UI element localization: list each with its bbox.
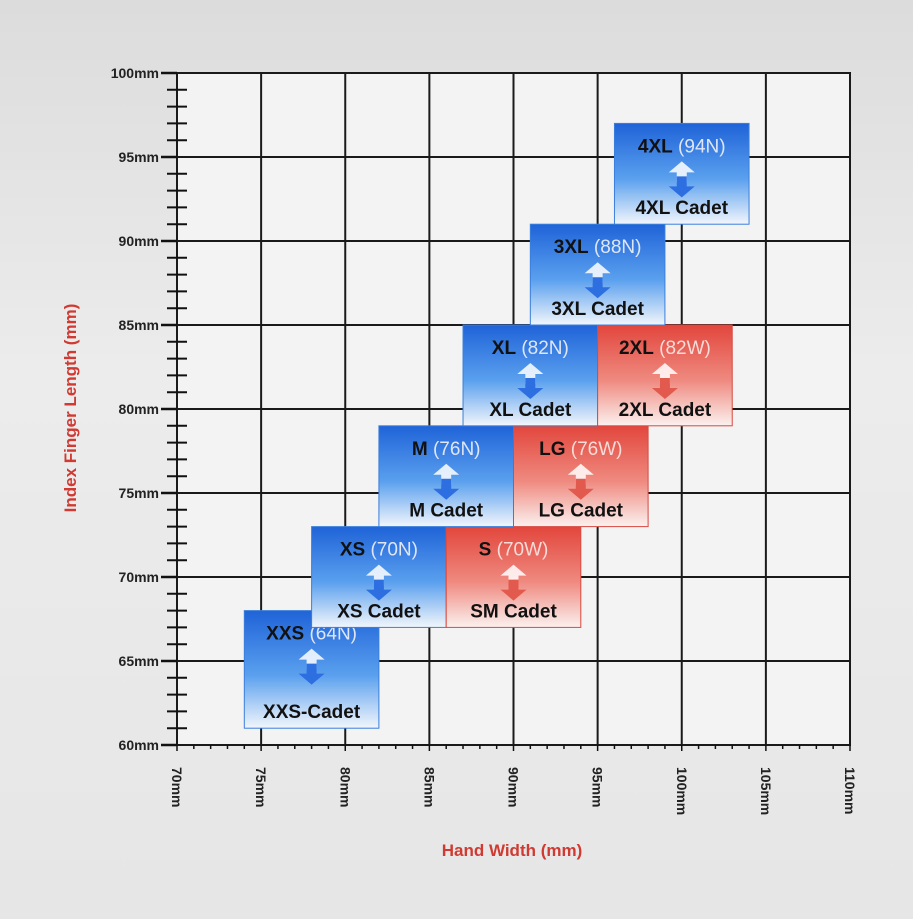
y-tick-label: 95mm bbox=[119, 149, 159, 165]
size-code: 4XL bbox=[638, 136, 673, 157]
x-tick-label: 105mm bbox=[758, 767, 774, 815]
arrow-up-icon bbox=[668, 161, 695, 183]
size-code: XL bbox=[492, 338, 517, 359]
y-tick-label: 100mm bbox=[111, 65, 159, 81]
cadet-label: 4XL Cadet bbox=[635, 198, 728, 219]
size-code: 2XL bbox=[619, 338, 654, 359]
size-label: LG (76W) bbox=[539, 439, 622, 460]
size-fit-code: (94N) bbox=[673, 136, 726, 157]
arrow-down-icon bbox=[365, 579, 392, 601]
arrow-down-icon bbox=[500, 579, 527, 601]
cadet-label: SM Cadet bbox=[470, 601, 557, 622]
y-tick-label: 85mm bbox=[119, 317, 159, 333]
y-tick-label: 60mm bbox=[119, 737, 159, 753]
x-tick-label: 110mm bbox=[842, 767, 858, 814]
y-tick-label: 65mm bbox=[119, 653, 159, 669]
arrow-down-icon bbox=[517, 378, 544, 399]
arrow-down-icon bbox=[651, 378, 678, 399]
x-tick-label: 70mm bbox=[169, 767, 185, 807]
size-fit-code: (82W) bbox=[654, 338, 711, 359]
x-tick-label: 90mm bbox=[506, 767, 522, 807]
cadet-label: XXS-Cadet bbox=[263, 702, 361, 723]
size-label: M (76N) bbox=[412, 439, 481, 460]
arrow-up-icon bbox=[365, 564, 392, 586]
size-cell-s: S (70W) SM Cadet bbox=[445, 526, 582, 628]
size-label: XXS (64N) bbox=[266, 624, 357, 645]
size-fit-code: (70N) bbox=[365, 540, 418, 561]
size-code: XS bbox=[340, 540, 365, 561]
arrow-down-icon bbox=[668, 176, 695, 198]
x-tick-label: 80mm bbox=[337, 767, 353, 807]
size-label: 2XL (82W) bbox=[619, 338, 711, 359]
size-cell-xl: XL (82N) XL Cadet bbox=[462, 324, 599, 427]
arrow-up-icon bbox=[500, 564, 527, 586]
cadet-label: LG Cadet bbox=[539, 501, 624, 522]
arrow-up-icon bbox=[298, 648, 325, 670]
size-cell-3xl: 3XL (88N) 3XL Cadet bbox=[529, 223, 666, 326]
arrow-up-icon bbox=[651, 363, 678, 384]
size-cell-xs: XS (70N) XS Cadet bbox=[311, 526, 447, 628]
x-tick-label: 95mm bbox=[590, 767, 606, 807]
cadet-label: XS Cadet bbox=[337, 601, 421, 622]
size-cell-lg: LG (76W) LG Cadet bbox=[513, 425, 649, 528]
size-label: 4XL (94N) bbox=[638, 136, 726, 157]
y-tick-label: 80mm bbox=[119, 401, 159, 417]
x-tick-label: 100mm bbox=[674, 767, 690, 815]
cadet-label: 2XL Cadet bbox=[619, 400, 712, 421]
size-label: XL (82N) bbox=[492, 338, 569, 359]
size-cells: XXS (64N) XXS-Cadet XS (70N) XS Cadet S (70W… bbox=[243, 122, 750, 729]
x-tick-label: 85mm bbox=[421, 767, 437, 807]
size-fit-code: (76N) bbox=[428, 439, 481, 460]
size-fit-code: (82N) bbox=[516, 338, 569, 359]
size-fit-code: (88N) bbox=[589, 237, 642, 258]
size-code: 3XL bbox=[554, 237, 589, 258]
arrow-down-icon bbox=[298, 663, 325, 685]
cadet-label: XL Cadet bbox=[489, 400, 572, 421]
arrow-up-icon bbox=[584, 262, 611, 284]
size-label: 3XL (88N) bbox=[554, 237, 642, 258]
size-cell-4xl: 4XL (94N) 4XL Cadet bbox=[613, 122, 750, 225]
size-fit-code: (64N) bbox=[304, 624, 357, 645]
size-cell-xxs: XXS (64N) XXS-Cadet bbox=[243, 610, 380, 729]
size-code: LG bbox=[539, 439, 565, 460]
arrow-up-icon bbox=[517, 363, 544, 384]
size-code: M bbox=[412, 439, 428, 460]
x-tick-label: 75mm bbox=[253, 767, 269, 807]
arrow-down-icon bbox=[433, 478, 460, 500]
arrow-up-icon bbox=[567, 463, 594, 485]
cadet-label: M Cadet bbox=[409, 501, 484, 522]
arrow-down-icon bbox=[584, 277, 611, 299]
y-tick-label: 75mm bbox=[119, 485, 159, 501]
arrow-down-icon bbox=[567, 478, 594, 500]
size-cell-2xl: 2XL (82W) 2XL Cadet bbox=[597, 324, 733, 427]
cadet-label: 3XL Cadet bbox=[551, 299, 644, 320]
size-fit-code: (70W) bbox=[491, 540, 548, 561]
size-label: S (70W) bbox=[479, 540, 549, 561]
y-tick-label: 70mm bbox=[119, 569, 159, 585]
x-axis-title: Hand Width (mm) bbox=[442, 841, 583, 860]
y-axis-title: Index Finger Length (mm) bbox=[61, 304, 80, 513]
size-label: XS (70N) bbox=[340, 540, 418, 561]
axes: 60mm 65mm 70mm 75mm 80mm 85mm 90mm 95mm 100mm 70m… bbox=[111, 65, 858, 815]
arrow-up-icon bbox=[433, 463, 460, 485]
size-code: XXS bbox=[266, 624, 304, 645]
size-cell-m: M (76N) M Cadet bbox=[378, 425, 514, 528]
size-fit-code: (76W) bbox=[565, 439, 622, 460]
size-code: S bbox=[479, 540, 492, 561]
y-tick-label: 90mm bbox=[119, 233, 159, 249]
